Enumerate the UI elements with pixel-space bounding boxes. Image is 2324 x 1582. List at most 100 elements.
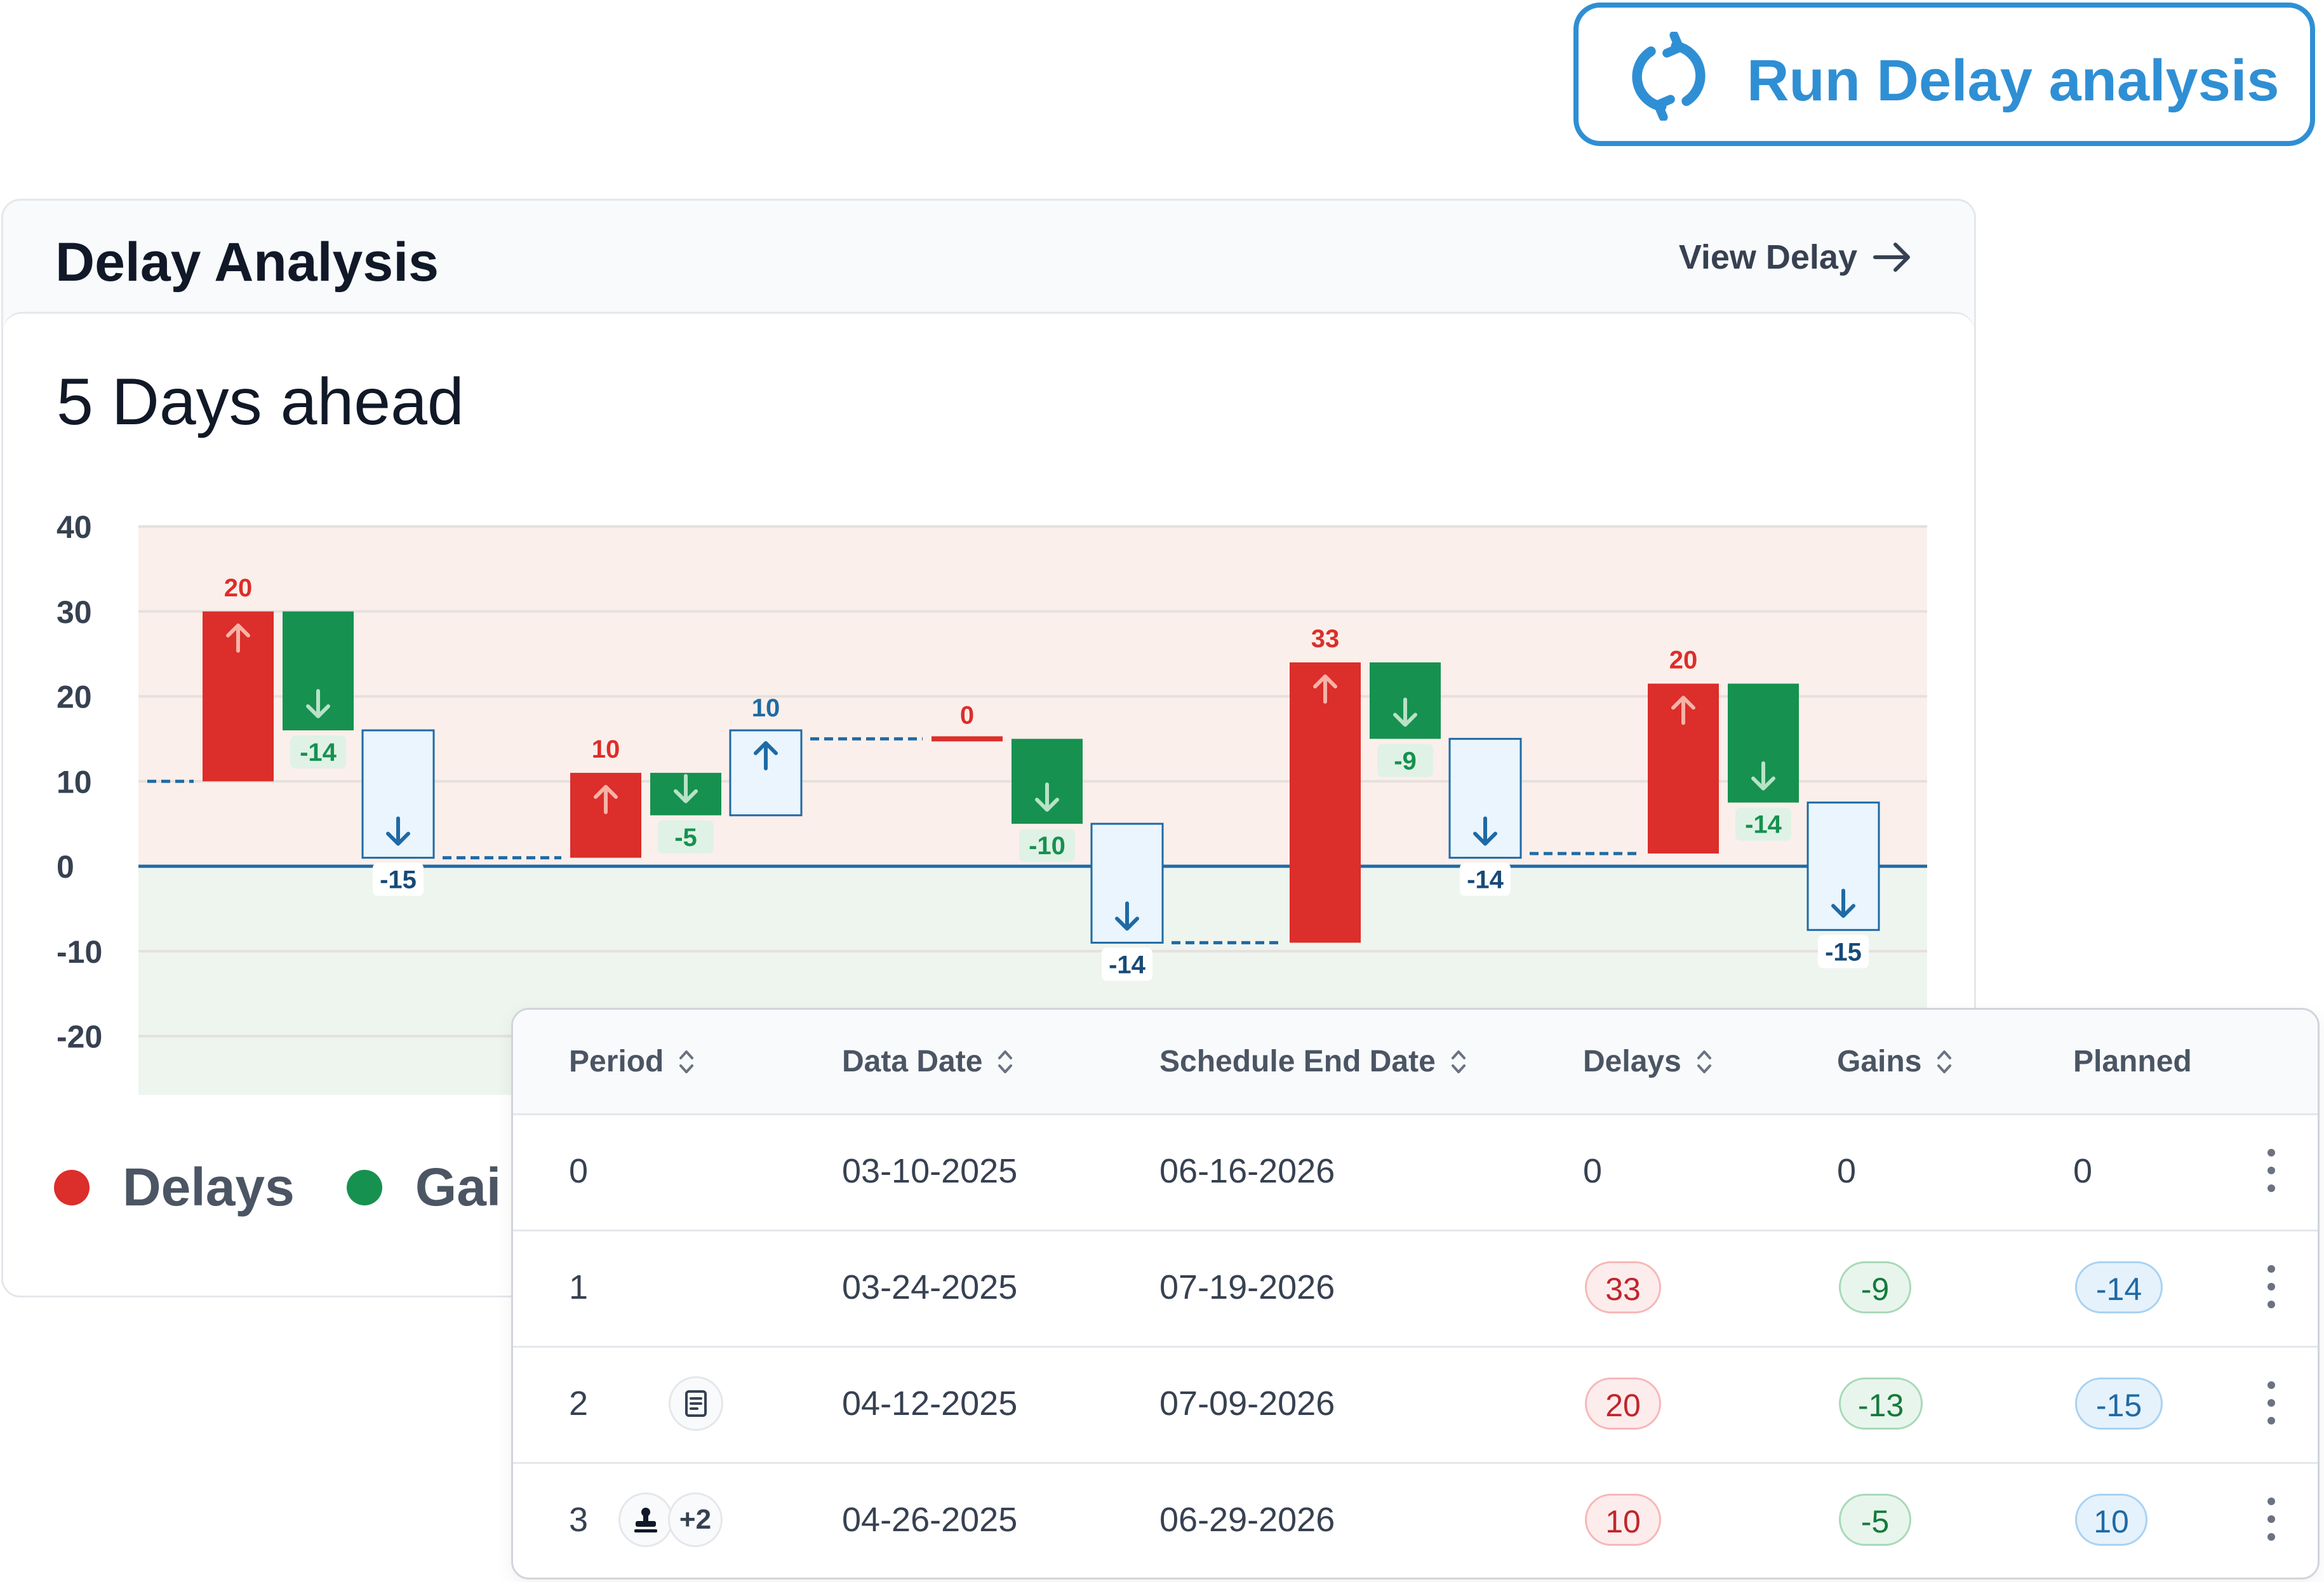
gain-label-bg (658, 820, 714, 854)
table-row[interactable]: 3 +2 04-26-2025 06-29-2026 10 -5 10 (513, 1462, 2318, 1578)
gains-cell: 0 (1837, 1152, 1857, 1190)
sort-icon[interactable] (1935, 1048, 1953, 1076)
arrow-down-icon (1115, 901, 1139, 931)
view-delay-label: View Delay (1678, 238, 1857, 276)
legend-label-delays: Delays (123, 1157, 295, 1217)
arrow-down-icon (1473, 816, 1497, 846)
column-label: Schedule End Date (1159, 1045, 1436, 1078)
gain-value-label: -10 (1029, 832, 1065, 860)
column-header-data-date[interactable]: Data Date (842, 1010, 1014, 1113)
data-date-cell: 04-12-2025 (842, 1384, 1018, 1423)
sort-icon[interactable] (1450, 1048, 1467, 1076)
data-date-cell: 03-24-2025 (842, 1268, 1018, 1306)
period-cell: 1 (569, 1268, 589, 1306)
arrow-up-icon (1313, 674, 1337, 704)
gain-value-label: -5 (674, 824, 697, 852)
end-date-cell: 06-16-2026 (1159, 1152, 1335, 1190)
column-label: Gains (1837, 1045, 1922, 1078)
planned-badge: 10 (2075, 1494, 2147, 1546)
table-row[interactable]: 2 04-12-2025 07-09-2026 20 -13 -15 (513, 1346, 2318, 1464)
column-label: Delays (1583, 1045, 1681, 1078)
chart-legend: Delays Gai (54, 1156, 553, 1218)
delays-cell: 0 (1583, 1152, 1603, 1190)
y-tick-label: 0 (57, 849, 74, 885)
row-menu-icon[interactable] (2263, 1265, 2280, 1311)
delay-value-label: 20 (224, 574, 253, 602)
column-header-planned[interactable]: Planned (2073, 1010, 2192, 1113)
column-header-gains[interactable]: Gains (1837, 1010, 1953, 1113)
end-date-cell: 06-29-2026 (1159, 1501, 1335, 1539)
sort-icon[interactable] (1695, 1048, 1713, 1076)
delay-bar (1290, 662, 1361, 943)
arrow-down-icon (1831, 888, 1855, 918)
period-cell: 2 (569, 1384, 589, 1423)
card-header: Delay Analysis View Delay (3, 201, 1974, 312)
sort-icon[interactable] (678, 1048, 695, 1076)
column-label: Period (569, 1045, 664, 1078)
arrow-up-icon (754, 741, 778, 770)
delays-badge: 33 (1585, 1261, 1661, 1313)
y-tick-label: -10 (57, 934, 102, 970)
sort-icon[interactable] (996, 1048, 1014, 1076)
delay-bar (932, 736, 1003, 742)
planned-value-label: -15 (380, 866, 417, 894)
data-date-cell: 03-10-2025 (842, 1152, 1018, 1190)
run-delay-analysis-button[interactable]: Run Delay analysis (1573, 3, 2315, 146)
column-label: Data Date (842, 1045, 983, 1078)
arrow-right-icon (1873, 243, 1910, 272)
delays-badge: 10 (1585, 1494, 1661, 1546)
gain-label-bg (1377, 744, 1433, 777)
refresh-icon (1632, 32, 1706, 121)
delay-value-label: 10 (592, 735, 620, 763)
planned-label-bg (373, 862, 424, 896)
stamp-icon[interactable] (618, 1492, 673, 1547)
table-header: Period Data Date Schedule End Date Delay… (513, 1010, 2318, 1115)
gain-value-label: -9 (1394, 747, 1417, 775)
legend-dot-delays (54, 1169, 90, 1205)
extra-attachments-count[interactable]: +2 (668, 1492, 723, 1547)
legend-label-gains: Gai (415, 1157, 502, 1217)
table-row[interactable]: 0 03-10-2025 06-16-2026 0 0 0 (513, 1113, 2318, 1231)
planned-value-label: -14 (1109, 951, 1146, 979)
gain-value-label: -14 (300, 739, 337, 767)
gain-label-bg (1019, 829, 1075, 862)
legend-item-gains: Gai (346, 1156, 502, 1218)
planned-badge: -14 (2075, 1261, 2163, 1313)
planned-badge: -15 (2075, 1378, 2163, 1430)
arrow-down-icon (1751, 761, 1775, 791)
gains-badge: -5 (1839, 1494, 1911, 1546)
row-menu-icon[interactable] (2263, 1381, 2280, 1427)
stamp-glyph (634, 1508, 657, 1532)
planned-value-label: -15 (1825, 938, 1862, 966)
arrow-down-icon (386, 816, 410, 846)
table-row[interactable]: 1 03-24-2025 07-19-2026 33 -9 -14 (513, 1230, 2318, 1348)
planned-label-bg (1102, 948, 1152, 981)
gain-value-label: -14 (1745, 811, 1782, 839)
planned-cell: 0 (2073, 1152, 2093, 1190)
column-header-period[interactable]: Period (569, 1010, 695, 1113)
arrow-down-icon (1393, 697, 1417, 727)
delays-badge: 20 (1585, 1378, 1661, 1430)
y-tick-label: -20 (57, 1019, 102, 1055)
data-date-cell: 04-26-2025 (842, 1501, 1018, 1539)
row-menu-icon[interactable] (2263, 1149, 2280, 1195)
end-date-cell: 07-19-2026 (1159, 1268, 1335, 1306)
arrow-down-icon (674, 774, 698, 803)
column-header-delays[interactable]: Delays (1583, 1010, 1713, 1113)
planned-label-bg (1818, 935, 1869, 969)
y-tick-label: 20 (57, 680, 92, 715)
column-header-schedule-end-date[interactable]: Schedule End Date (1159, 1010, 1467, 1113)
legend-dot-gains (346, 1169, 382, 1205)
card-title: Delay Analysis (55, 232, 439, 293)
delay-value-label: 33 (1311, 625, 1340, 653)
document-glyph (685, 1390, 707, 1417)
legend-item-delays: Delays (54, 1156, 295, 1218)
arrow-up-icon (594, 784, 618, 814)
document-icon[interactable] (669, 1376, 723, 1431)
delay-value-label: 0 (960, 701, 974, 729)
column-label: Planned (2073, 1045, 2192, 1078)
view-delay-link[interactable]: View Delay (1679, 238, 1914, 277)
row-menu-icon[interactable] (2263, 1498, 2280, 1543)
delay-periods-table: Period Data Date Schedule End Date Delay… (511, 1008, 2320, 1579)
arrow-up-icon (226, 623, 250, 653)
